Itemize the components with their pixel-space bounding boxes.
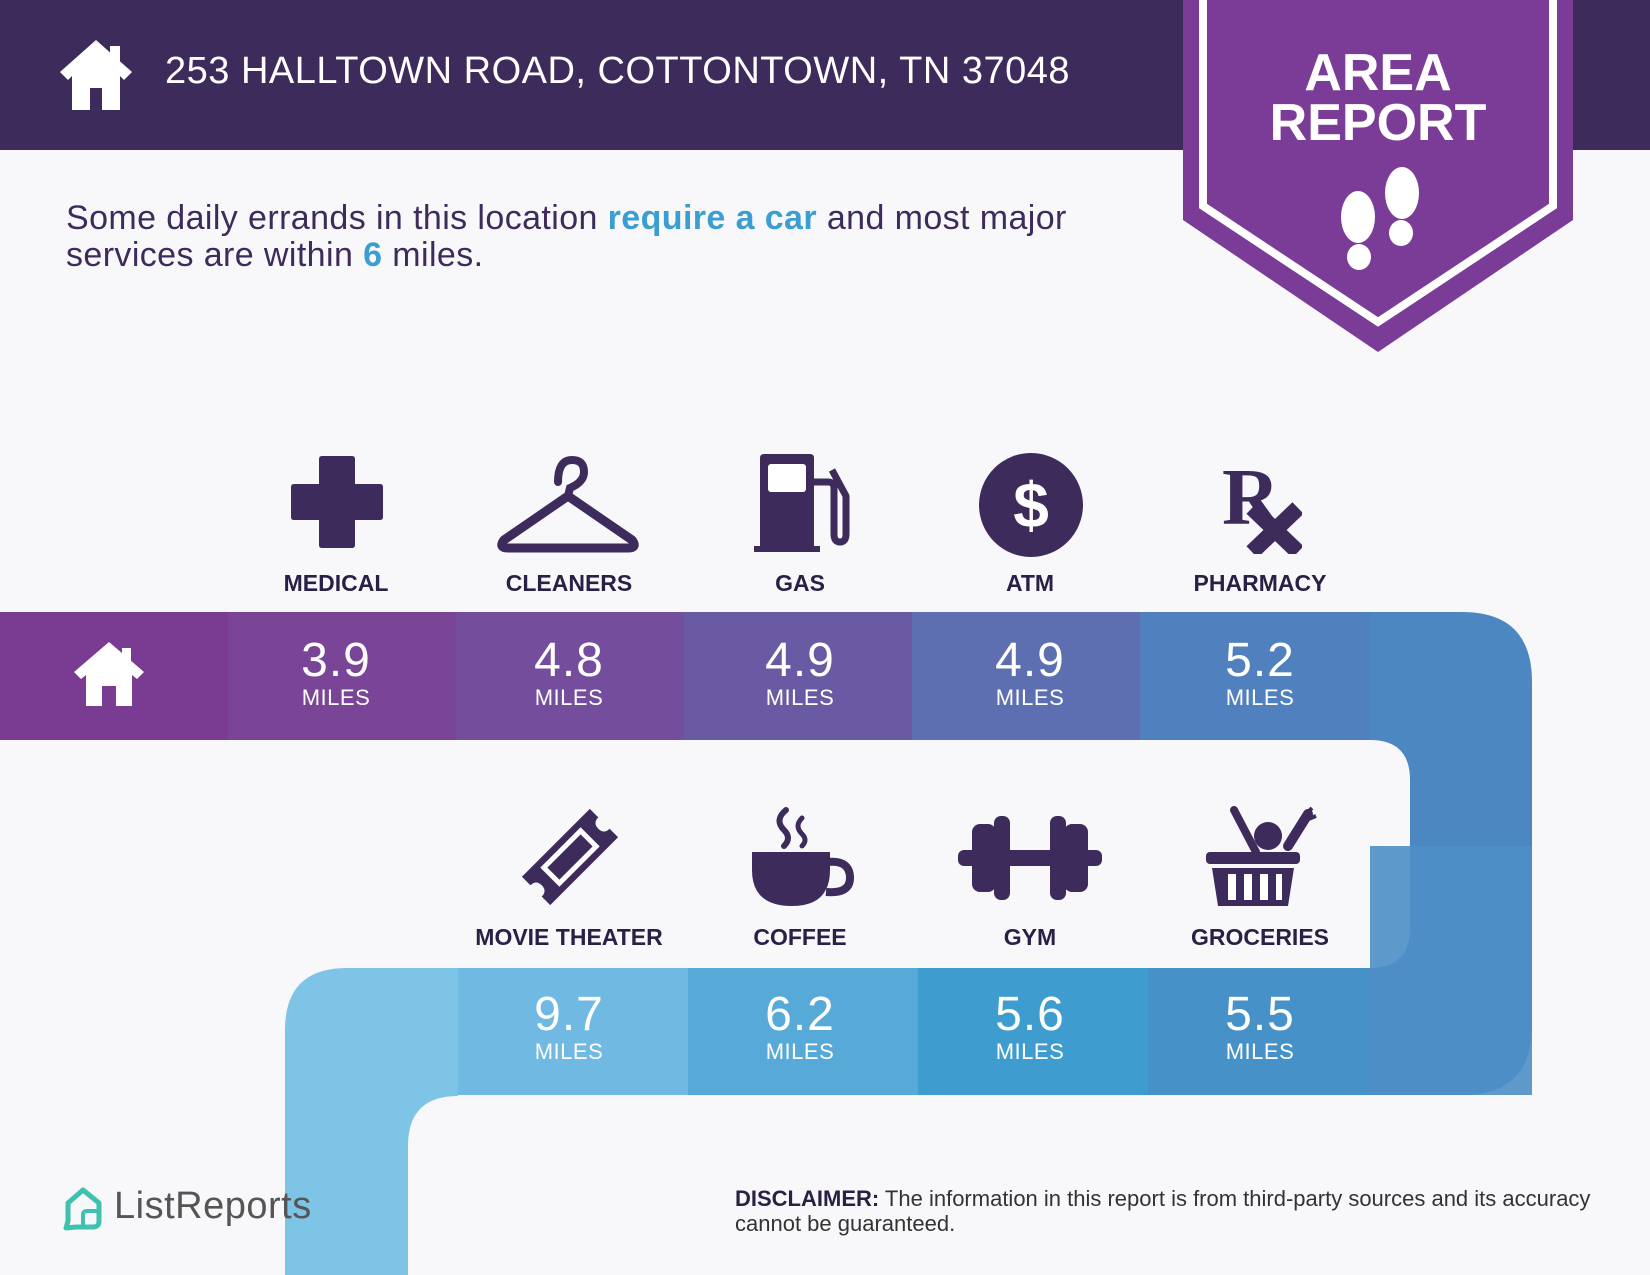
badge-title-line1: AREA [1304,44,1452,102]
listreports-logo-icon [63,1187,102,1231]
disclaimer-text: The information in this report is from t… [735,1186,1591,1236]
intro-text: Some daily errands in this location requ… [66,200,1196,274]
distance-unit: MILES [301,685,371,710]
label-medical: MEDICAL [283,570,389,596]
distance-gym: 5.6 MILES [920,990,1140,1064]
svg-text:$: $ [1013,469,1049,541]
property-address: 253 HALLTOWN ROAD, COTTONTOWN, TN 37048 [165,50,1070,92]
distance-unit: MILES [765,1039,835,1064]
label-groceries: GROCERIES [1190,924,1330,950]
rx-icon: R [1222,454,1302,554]
distance-value: 9.7 [534,988,604,1041]
distance-unit: MILES [1225,685,1295,710]
intro-part1: Some daily errands in this location [66,199,608,237]
distance-groceries: 5.5 MILES [1150,990,1370,1064]
distance-value: 6.2 [765,988,835,1041]
dollar-icon: $ [979,453,1083,557]
distance-value: 5.5 [1225,988,1295,1041]
distance-unit: MILES [995,1039,1065,1064]
ticket-icon [521,808,619,906]
distance-value: 5.6 [995,988,1065,1041]
distance-value: 4.9 [995,634,1065,687]
distance-unit: MILES [1225,1039,1295,1064]
distance-cleaners: 4.8 MILES [459,636,679,710]
intro-part2: and most major services are within [66,199,1067,274]
distance-value: 4.9 [765,634,835,687]
intro-part3: miles. [382,236,484,274]
distance-unit: MILES [995,685,1065,710]
gas-pump-icon [754,454,850,552]
house-icon [60,40,132,110]
footprints-icon [1341,167,1419,270]
distance-value: 4.8 [534,634,604,687]
disclaimer-label: DISCLAIMER: [735,1186,880,1211]
disclaimer: DISCLAIMER: The information in this repo… [735,1186,1595,1236]
distance-unit: MILES [765,685,835,710]
label-movie-theater: MOVIE THEATER [475,924,663,950]
distance-coffee: 6.2 MILES [690,990,910,1064]
intro-highlight-car: require a car [607,199,817,237]
distance-unit: MILES [534,1039,604,1064]
distance-pharmacy: 5.2 MILES [1150,636,1370,710]
grocery-basket-icon [1206,806,1317,906]
badge-title: AREA REPORT [1183,44,1573,152]
distance-value: 5.2 [1225,634,1295,687]
hanger-icon [497,455,639,553]
label-coffee: COFFEE [753,924,847,950]
home-marker-icon [74,642,144,706]
brand-name: ListReports [114,1185,312,1227]
distance-atm: 4.9 MILES [920,636,1140,710]
coffee-cup-icon [752,807,854,906]
label-pharmacy: PHARMACY [1193,570,1327,596]
label-cleaners: CLEANERS [505,570,633,596]
dumbbell-icon [958,816,1102,900]
distance-movie-theater: 9.7 MILES [459,990,679,1064]
distance-gas: 4.9 MILES [690,636,910,710]
label-gym: GYM [1003,924,1057,950]
badge-title-line2: REPORT [1269,94,1487,152]
brand-logo[interactable]: ListReports [62,1183,362,1233]
label-atm: ATM [1005,570,1055,596]
distance-unit: MILES [534,685,604,710]
label-gas: GAS [775,570,825,596]
distance-value: 3.9 [301,634,371,687]
medical-cross-icon [291,456,383,548]
area-report-badge [1183,0,1573,352]
distance-medical: 3.9 MILES [226,636,446,710]
intro-highlight-miles: 6 [363,236,383,274]
